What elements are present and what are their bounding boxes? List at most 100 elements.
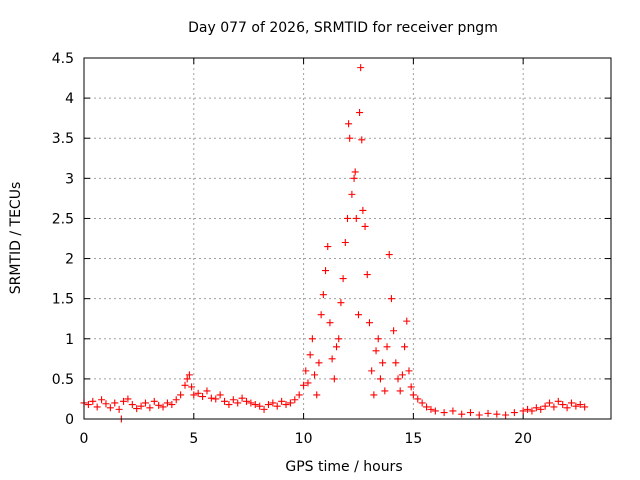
data-point xyxy=(168,401,176,409)
data-point xyxy=(308,335,316,343)
data-point xyxy=(282,401,290,409)
data-point xyxy=(341,239,349,247)
data-point xyxy=(385,251,393,259)
data-point xyxy=(363,271,371,279)
data-point xyxy=(322,267,330,275)
data-point xyxy=(339,275,347,283)
data-point xyxy=(315,359,323,367)
data-point xyxy=(359,206,367,214)
data-point xyxy=(576,401,584,409)
data-point xyxy=(330,375,338,383)
chart-title: Day 077 of 2026, SRMTID for receiver png… xyxy=(188,20,498,36)
data-point xyxy=(572,402,580,410)
data-point xyxy=(295,391,303,399)
data-point xyxy=(567,399,575,407)
data-point xyxy=(194,389,202,397)
data-point xyxy=(234,399,242,407)
data-point xyxy=(423,403,431,411)
data-point xyxy=(199,393,207,401)
data-point xyxy=(141,399,149,407)
data-point xyxy=(537,405,545,413)
data-point xyxy=(528,407,536,415)
data-point xyxy=(449,407,457,415)
data-point xyxy=(405,367,413,375)
data-point xyxy=(98,396,106,404)
data-point xyxy=(102,400,110,408)
data-point xyxy=(348,190,356,198)
data-point xyxy=(387,295,395,303)
data-point xyxy=(335,335,343,343)
data-point xyxy=(328,355,336,363)
data-point xyxy=(493,410,501,418)
data-point xyxy=(229,396,237,404)
data-point xyxy=(324,243,332,251)
data-point xyxy=(247,399,255,407)
data-point xyxy=(418,399,426,407)
data-point xyxy=(374,335,382,343)
data-point xyxy=(431,407,439,415)
data-point xyxy=(264,401,272,409)
data-point xyxy=(361,222,369,230)
data-point xyxy=(93,403,101,411)
data-point xyxy=(524,405,532,413)
data-point xyxy=(351,168,359,176)
data-point xyxy=(238,394,246,402)
data-point xyxy=(128,401,136,409)
data-point xyxy=(381,387,389,395)
data-point xyxy=(155,401,163,409)
x-axis-label: GPS time / hours xyxy=(285,459,402,475)
data-point xyxy=(286,399,294,407)
data-point xyxy=(368,367,376,375)
data-point xyxy=(221,397,229,405)
y-axis-label: SRMTID / TECUs xyxy=(8,182,24,295)
data-point xyxy=(345,120,353,128)
data-point xyxy=(190,391,198,399)
data-point xyxy=(115,405,123,413)
data-point xyxy=(541,402,549,410)
data-point xyxy=(159,403,167,411)
data-point xyxy=(300,381,308,389)
data-point xyxy=(150,397,158,405)
data-point xyxy=(124,395,132,403)
data-point xyxy=(403,317,411,325)
data-point xyxy=(396,387,404,395)
data-point xyxy=(370,391,378,399)
y-tick-label: 1 xyxy=(65,332,74,348)
data-point xyxy=(427,405,435,413)
data-point xyxy=(177,391,185,399)
data-point xyxy=(188,383,196,391)
data-point xyxy=(519,407,527,415)
data-point xyxy=(256,402,264,410)
data-point xyxy=(319,291,327,299)
data-point xyxy=(546,399,554,407)
data-point xyxy=(273,402,281,410)
data-point xyxy=(337,299,345,307)
data-point xyxy=(466,409,474,417)
data-point xyxy=(563,404,571,412)
data-point xyxy=(260,405,268,413)
data-point xyxy=(344,214,351,222)
data-point xyxy=(346,134,354,142)
data-point xyxy=(269,399,277,407)
data-point xyxy=(390,327,398,335)
data-point xyxy=(581,403,589,411)
data-point xyxy=(146,404,154,412)
data-point xyxy=(185,371,193,379)
data-point xyxy=(475,411,483,419)
data-point xyxy=(550,403,558,411)
ticks-layer: 0 0.5 1 1.5 2 2.5 3 3.5 4 4.5 0 5 10 15 20 xyxy=(52,51,611,447)
data-point xyxy=(383,343,391,351)
data-point xyxy=(111,399,119,407)
x-tick-label: 0 xyxy=(80,431,89,447)
x-tick-label: 10 xyxy=(295,431,313,447)
data-point xyxy=(532,404,540,412)
data-point xyxy=(302,367,310,375)
data-point xyxy=(559,401,567,409)
data-point xyxy=(379,359,387,367)
data-point xyxy=(306,351,314,359)
data-point xyxy=(172,396,180,404)
y-tick-label: 0.5 xyxy=(52,372,74,388)
data-point xyxy=(365,319,373,327)
data-point xyxy=(458,410,466,418)
y-tick-label: 4.5 xyxy=(52,51,74,67)
